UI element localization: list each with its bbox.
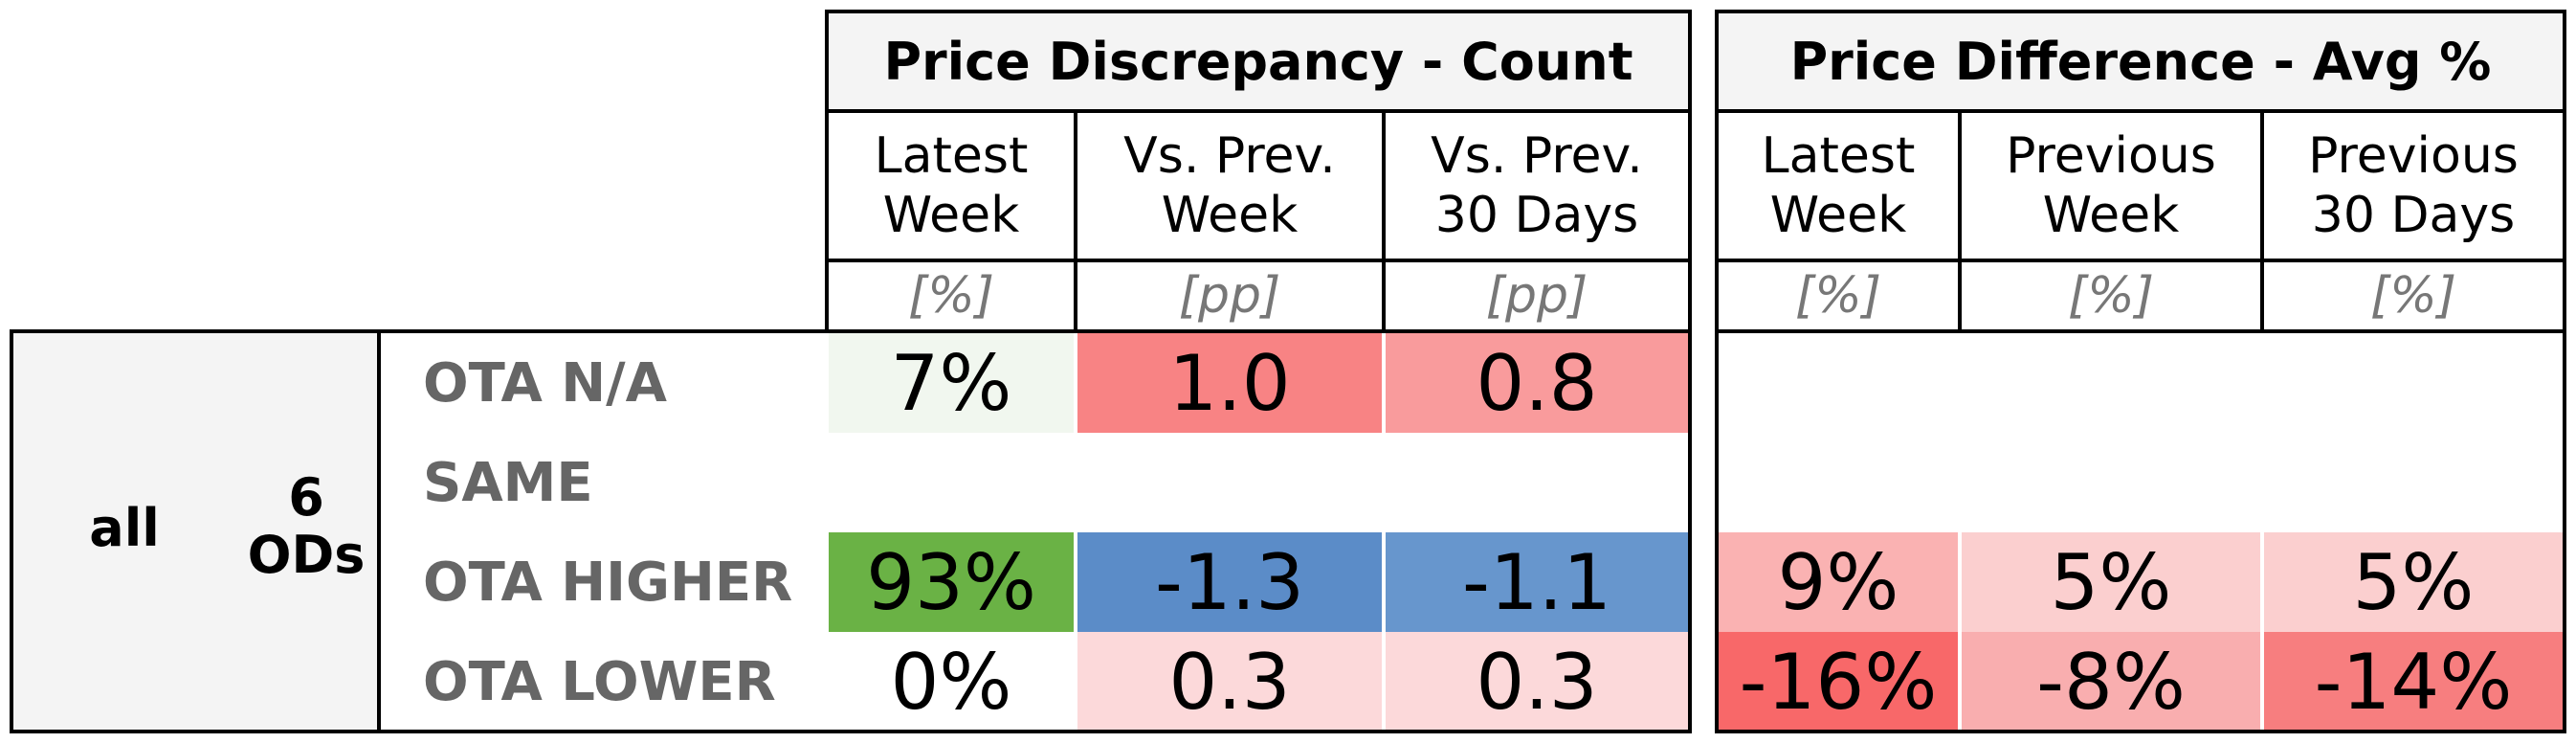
diff-cell: 5% [2264,532,2563,632]
column-header-latest-week: Latest Week [1761,127,1916,244]
column-header-previous-30-days: Previous 30 Days [2308,127,2519,244]
unit-label: [pp] [1485,267,1588,325]
diff-cell: 9% [1719,532,1958,632]
column-header-previous-week: Previous Week [2006,127,2216,244]
divider [2260,109,2264,333]
diff-cell [2264,333,2563,433]
diff-cell [1962,433,2260,532]
count-cell [1077,433,1382,532]
count-cell: 1.0 [1077,333,1382,433]
count-group-title: Price Discrepancy - Count [829,13,1688,109]
unit-label: [pp] [1178,267,1281,325]
diff-cell: -8% [1962,632,2260,732]
row-group-label: all [89,498,160,558]
count-cell: -1.3 [1077,532,1382,632]
row-group-block [13,333,379,730]
unit-label: [%] [2370,267,2456,325]
count-cell: 0.3 [1077,632,1382,732]
diff-group-title: Price Difference - Avg % [1719,13,2563,109]
count-cell: 93% [829,532,1074,632]
count-cell [829,433,1074,532]
unit-label: [%] [2068,267,2154,325]
row-label: OTA HIGHER [423,551,793,614]
count-cell: 0% [829,632,1074,732]
count-cell: -1.1 [1386,532,1688,632]
count-cell: 7% [829,333,1074,433]
divider [377,329,381,733]
row-label: SAME [423,451,593,514]
column-header-vs-prev-30-days: Vs. Prev. 30 Days [1431,127,1643,244]
diff-cell: -14% [2264,632,2563,732]
divider [1958,109,1962,333]
unit-label: [%] [1795,267,1881,325]
diff-cell [1962,333,2260,433]
count-cell: 0.8 [1386,333,1688,433]
column-header-latest-week: Latest Week [874,127,1029,244]
unit-label: [%] [908,267,994,325]
diff-cell: 5% [1962,532,2260,632]
row-label: OTA N/A [423,351,667,415]
diff-cell [2264,433,2563,532]
row-label: OTA LOWER [423,650,776,713]
divider [1715,109,2566,113]
count-cell [1386,433,1688,532]
divider [825,259,1692,262]
count-cell: 0.3 [1386,632,1688,732]
diff-cell [1719,433,1958,532]
diff-cell: -16% [1719,632,1958,732]
divider [1074,109,1077,333]
divider [1382,109,1386,333]
divider [825,109,1692,113]
divider [1715,259,2566,262]
row-group-sublabel: 6 ODs [247,467,366,585]
column-header-vs-prev-week: Vs. Prev. Week [1123,127,1336,244]
diff-cell [1719,333,1958,433]
